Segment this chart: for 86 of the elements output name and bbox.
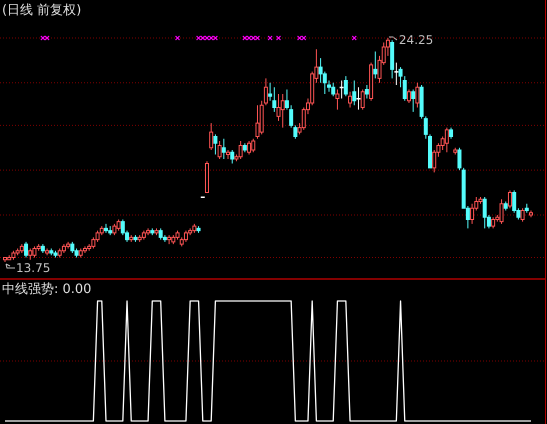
candlestick bbox=[116, 218, 121, 232]
candlestick bbox=[226, 150, 230, 160]
candlestick bbox=[7, 254, 12, 260]
candlestick bbox=[24, 241, 28, 258]
candlestick bbox=[133, 234, 138, 242]
candlestick bbox=[11, 250, 16, 260]
candlestick bbox=[209, 122, 214, 150]
candlestick bbox=[150, 228, 154, 236]
candlestick bbox=[344, 76, 348, 97]
candlestick bbox=[3, 257, 7, 262]
value-labels: 13.75 24.25 bbox=[6, 33, 434, 275]
candlestick bbox=[78, 248, 83, 258]
chart-title: 中线强势: 0.00 bbox=[2, 282, 92, 297]
candlestick bbox=[449, 127, 454, 140]
candlestick bbox=[402, 76, 407, 102]
candlestick bbox=[53, 250, 58, 258]
candlestick bbox=[142, 230, 146, 240]
candlestick bbox=[108, 226, 112, 236]
candlestick bbox=[158, 228, 163, 240]
candlestick bbox=[167, 234, 172, 245]
candlestick bbox=[356, 86, 360, 110]
candlestick bbox=[260, 100, 264, 135]
candlestick bbox=[129, 234, 134, 242]
candlestick bbox=[171, 234, 176, 245]
candlestick bbox=[251, 138, 256, 153]
candlestick bbox=[373, 50, 378, 79]
candlestick bbox=[45, 248, 50, 256]
candlestick bbox=[66, 241, 70, 250]
candlestick bbox=[331, 82, 336, 97]
candlestick bbox=[504, 201, 508, 211]
candlestick bbox=[394, 62, 398, 86]
candlestick bbox=[491, 216, 496, 229]
candlestick bbox=[360, 89, 365, 110]
candlestick bbox=[406, 89, 411, 104]
candlestick bbox=[348, 91, 352, 108]
candlestick bbox=[16, 248, 20, 256]
chart-title: (日线 前复权) bbox=[2, 3, 82, 18]
candlestick bbox=[32, 246, 36, 258]
candlestick bbox=[213, 134, 218, 155]
candlestick bbox=[242, 142, 247, 153]
candlestick bbox=[62, 244, 66, 254]
candlestick bbox=[218, 140, 222, 160]
candlestick bbox=[482, 196, 487, 229]
candlestick bbox=[415, 82, 420, 108]
candlestick bbox=[453, 147, 458, 155]
candlestick bbox=[500, 198, 504, 224]
candlestick bbox=[192, 223, 196, 234]
candlestick bbox=[238, 140, 243, 160]
candlestick bbox=[28, 248, 32, 260]
candlestick bbox=[70, 241, 74, 254]
candlestick bbox=[268, 82, 272, 102]
candlestick bbox=[230, 150, 234, 164]
candlestick bbox=[398, 66, 403, 88]
candlestick bbox=[520, 208, 525, 222]
candlestick bbox=[154, 228, 158, 236]
candlestick bbox=[58, 248, 62, 258]
candlestick bbox=[49, 248, 54, 256]
candlestick bbox=[444, 127, 449, 153]
candlestick bbox=[204, 160, 209, 194]
candlestick bbox=[335, 89, 340, 110]
candlestick bbox=[146, 228, 150, 236]
candlestick bbox=[138, 234, 142, 242]
candlestick bbox=[184, 230, 188, 242]
candlestick bbox=[82, 246, 87, 254]
candlestick bbox=[255, 104, 260, 140]
candlestick bbox=[352, 80, 356, 106]
candlestick bbox=[411, 89, 416, 112]
candlestick bbox=[293, 124, 298, 140]
candlestick bbox=[524, 203, 529, 214]
candlestick bbox=[508, 190, 512, 209]
candlestick bbox=[364, 84, 369, 99]
candlestick bbox=[40, 244, 45, 254]
candlestick bbox=[369, 62, 374, 102]
candlestick bbox=[112, 223, 116, 236]
candlestick bbox=[222, 138, 226, 160]
candlestick bbox=[390, 40, 394, 79]
candlestick bbox=[280, 94, 285, 128]
candlestick bbox=[529, 210, 533, 218]
candlestick bbox=[264, 78, 268, 106]
candlestick bbox=[420, 84, 424, 120]
candlestick bbox=[247, 140, 252, 155]
candlestick bbox=[104, 223, 108, 234]
candlestick bbox=[20, 244, 24, 254]
candlestick bbox=[272, 86, 276, 112]
candlestick bbox=[196, 226, 201, 234]
candlestick bbox=[340, 80, 344, 99]
